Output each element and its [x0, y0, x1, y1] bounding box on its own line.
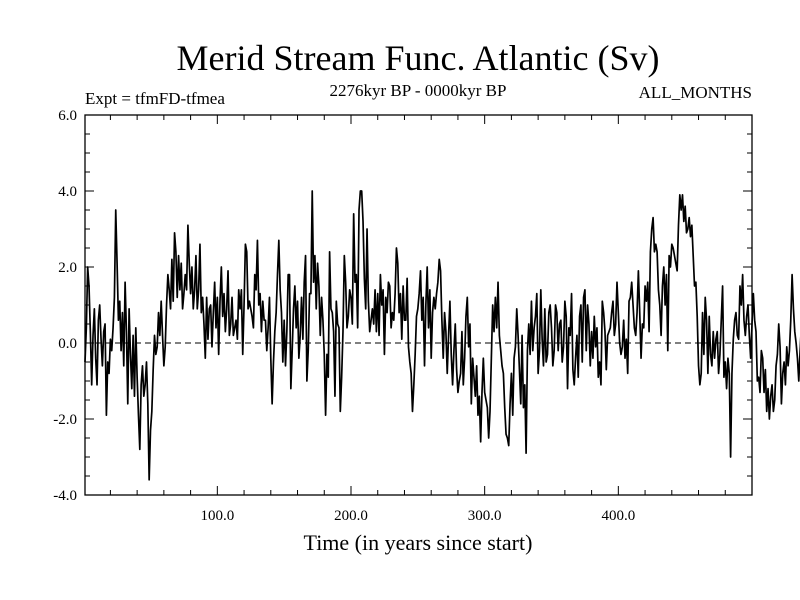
- chart-subtitle-time-range: 2276kyr BP - 0000kyr BP: [330, 81, 507, 100]
- x-axis-title: Time (in years since start): [304, 530, 533, 555]
- x-axis-ticks: 100.0 200.0 300.0 400.0: [109, 115, 726, 524]
- chart-subtitle-experiment: Expt = tfmFD-tfmea: [85, 89, 225, 108]
- y-tick-label: -4.0: [53, 488, 77, 504]
- chart-title: Merid Stream Func. Atlantic (Sv): [177, 38, 660, 78]
- x-tick-label: 300.0: [468, 508, 502, 524]
- x-tick-label: 200.0: [334, 508, 368, 524]
- y-tick-label: 6.0: [58, 108, 77, 124]
- x-tick-label: 100.0: [200, 508, 234, 524]
- x-tick-label: 400.0: [601, 508, 635, 524]
- y-tick-label: 2.0: [58, 260, 77, 276]
- y-axis-ticks: -4.0 -2.0 0.0 2.0 4.0 6.0: [53, 108, 752, 504]
- y-tick-label: 0.0: [58, 336, 77, 352]
- y-tick-label: 4.0: [58, 184, 77, 200]
- chart-subtitle-months: ALL_MONTHS: [639, 83, 752, 102]
- series-line: [84, 190, 800, 481]
- y-tick-label: -2.0: [53, 412, 77, 428]
- plot-frame: [84, 114, 753, 496]
